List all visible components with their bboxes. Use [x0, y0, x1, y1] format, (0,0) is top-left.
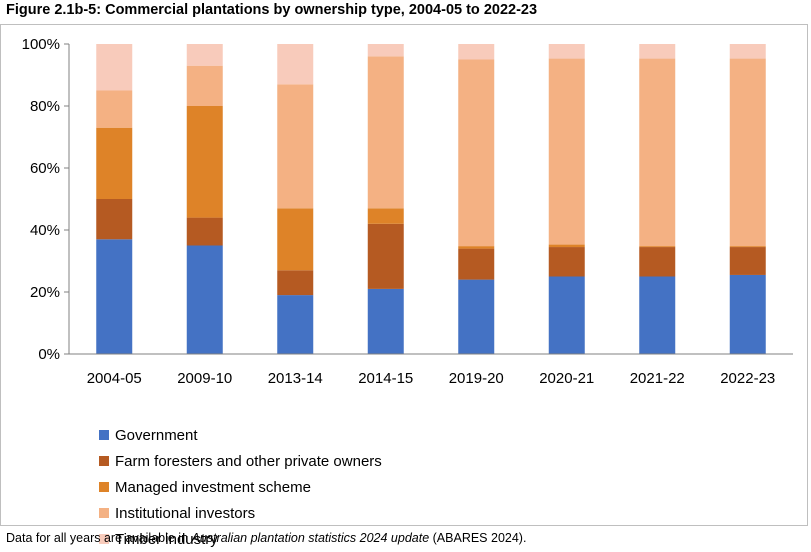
bar-segment-government-2021-22 — [639, 276, 676, 354]
bar-segment-timber-industry-2009-10 — [186, 44, 223, 66]
bar-segment-institutional-investors-2021-22 — [639, 58, 676, 247]
figure-title: Figure 2.1b-5: Commercial plantations by… — [6, 2, 538, 18]
bar-segment-timber-industry-2014-15 — [367, 44, 404, 57]
legend-swatch — [99, 456, 109, 466]
bar-segment-timber-industry-2020-21 — [548, 44, 585, 59]
bar-segment-managed-investment-scheme-2004-05 — [96, 127, 133, 199]
legend-item: Timber industry — [99, 526, 382, 552]
legend-item: Government — [99, 422, 382, 448]
legend-swatch — [99, 482, 109, 492]
legend-swatch — [99, 534, 109, 544]
bar-segment-farm-foresters-and-other-private-owners-2014-15 — [367, 223, 404, 289]
bar-segment-institutional-investors-2014-15 — [367, 56, 404, 209]
legend-label: Managed investment scheme — [115, 478, 311, 496]
bar-segment-institutional-investors-2022-23 — [729, 58, 766, 247]
bar-segment-managed-investment-scheme-2019-20 — [458, 246, 495, 249]
bar-segment-timber-industry-2004-05 — [96, 44, 133, 91]
footnote-source-title: Australian plantation statistics 2024 up… — [191, 531, 430, 545]
bar-segment-government-2013-14 — [277, 295, 314, 354]
y-tick-label: 80% — [30, 98, 60, 115]
legend-swatch — [99, 508, 109, 518]
x-tick-label: 2020-21 — [539, 370, 594, 387]
bar-segment-timber-industry-2022-23 — [729, 44, 766, 59]
bar-segment-managed-investment-scheme-2020-21 — [548, 244, 585, 248]
chart-area: 0% 20% 40% 60% 80% 100% 2004-05 2009-10 2013-14 2… — [0, 24, 808, 548]
bar-segment-institutional-investors-2013-14 — [277, 84, 314, 209]
bar-segment-government-2014-15 — [367, 288, 404, 354]
legend-label: Timber industry — [115, 530, 218, 548]
bar-segment-timber-industry-2013-14 — [277, 44, 314, 85]
footnote-suffix: (ABARES 2024). — [429, 531, 527, 545]
bar-segment-farm-foresters-and-other-private-owners-2019-20 — [458, 248, 495, 280]
x-tick-label: 2009-10 — [177, 370, 232, 387]
y-tick-label: 20% — [30, 284, 60, 301]
x-tick-label: 2014-15 — [358, 370, 413, 387]
x-tick-label: 2021-22 — [630, 370, 685, 387]
bar-segment-farm-foresters-and-other-private-owners-2021-22 — [639, 247, 676, 277]
bar-segment-institutional-investors-2019-20 — [458, 59, 495, 247]
legend-label: Farm foresters and other private owners — [115, 452, 382, 470]
bar-segment-farm-foresters-and-other-private-owners-2013-14 — [277, 270, 314, 296]
x-tick-label: 2013-14 — [268, 370, 323, 387]
x-tick-label: 2004-05 — [87, 370, 142, 387]
bar-segment-farm-foresters-and-other-private-owners-2022-23 — [729, 247, 766, 275]
bar-segment-institutional-investors-2009-10 — [186, 65, 223, 106]
y-tick-label: 60% — [30, 160, 60, 177]
stacked-bar-chart: 0% 20% 40% 60% 80% 100% 2004-05 2009-10 2013-14 2… — [22, 36, 793, 387]
y-tick-label: 100% — [22, 36, 60, 53]
legend-swatch — [99, 430, 109, 440]
legend-item: Managed investment scheme — [99, 474, 382, 500]
y-tick-label: 0% — [38, 346, 60, 363]
x-tick-label: 2022-23 — [720, 370, 775, 387]
bar-segment-institutional-investors-2004-05 — [96, 90, 133, 128]
bar-segment-managed-investment-scheme-2022-23 — [729, 246, 766, 248]
bar-segment-institutional-investors-2020-21 — [548, 58, 585, 245]
legend-label: Government — [115, 426, 198, 444]
bar-segment-government-2020-21 — [548, 276, 585, 354]
x-tick-label: 2019-20 — [449, 370, 504, 387]
bar-segment-farm-foresters-and-other-private-owners-2004-05 — [96, 199, 133, 240]
bar-segment-government-2004-05 — [96, 239, 133, 354]
legend-item: Institutional investors — [99, 500, 382, 526]
legend-item: Farm foresters and other private owners — [99, 448, 382, 474]
footnote: Data for all years are available in Aust… — [6, 531, 526, 545]
bar-segment-managed-investment-scheme-2014-15 — [367, 208, 404, 224]
y-tick-label: 40% — [30, 222, 60, 239]
bar-segment-timber-industry-2019-20 — [458, 44, 495, 60]
bar-segment-managed-investment-scheme-2013-14 — [277, 208, 314, 271]
bar-segment-managed-investment-scheme-2021-22 — [639, 246, 676, 248]
legend-label: Institutional investors — [115, 504, 256, 522]
footnote-prefix: Data for all years are available in — [6, 531, 192, 545]
legend: Government Farm foresters and other priva… — [99, 422, 382, 552]
bar-segment-timber-industry-2021-22 — [639, 44, 676, 59]
bar-segment-farm-foresters-and-other-private-owners-2009-10 — [186, 217, 223, 246]
bar-segment-government-2019-20 — [458, 279, 495, 354]
bar-segment-government-2022-23 — [729, 274, 766, 354]
bar-segment-managed-investment-scheme-2009-10 — [186, 106, 223, 218]
bar-segment-farm-foresters-and-other-private-owners-2020-21 — [548, 247, 585, 277]
bar-segment-government-2009-10 — [186, 245, 223, 354]
